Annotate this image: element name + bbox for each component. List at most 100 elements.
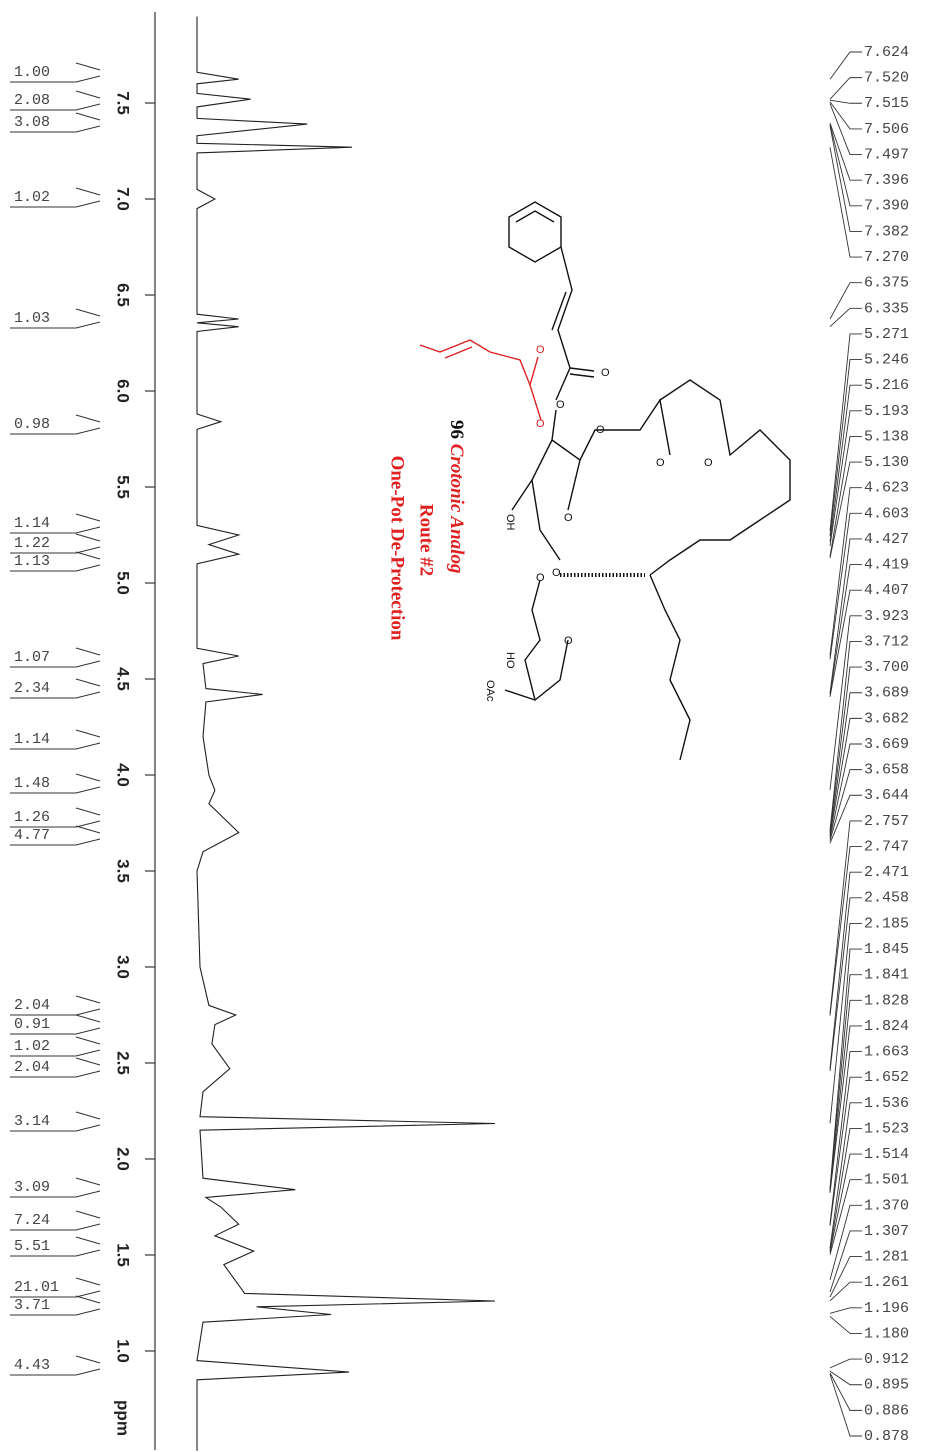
bond xyxy=(579,398,671,461)
ring-bond xyxy=(531,409,561,561)
peak-label: 5.246 xyxy=(864,352,909,369)
peak-leader xyxy=(829,692,862,835)
integral-bracket xyxy=(10,526,101,534)
integral-bracket xyxy=(75,729,101,738)
integral-label: 1.02 xyxy=(14,1038,50,1055)
integral-bracket xyxy=(75,62,101,71)
peak-label: 1.828 xyxy=(864,992,909,1009)
peak-label: 0.912 xyxy=(864,1351,909,1368)
integral-bracket xyxy=(10,1070,101,1078)
integral-label: 1.14 xyxy=(14,515,50,532)
integral-bracket xyxy=(75,1210,101,1219)
integral-label: 1.26 xyxy=(14,809,50,826)
integral-bracket xyxy=(75,678,101,687)
crotonate-bond xyxy=(529,356,539,386)
peak-label: 1.845 xyxy=(864,941,909,958)
x-tick-label: 3.5 xyxy=(114,859,133,883)
peak-leader xyxy=(829,333,862,532)
peak-leader xyxy=(829,410,862,547)
integral-bracket xyxy=(10,546,101,554)
peak-label: 1.652 xyxy=(864,1069,909,1086)
spectrum-trace xyxy=(196,16,496,1451)
peak-leader xyxy=(829,282,862,320)
x-tick-label: 7.5 xyxy=(114,91,133,115)
integral-bracket xyxy=(10,1049,101,1057)
peak-leader xyxy=(829,1316,862,1334)
atom-label: OAc xyxy=(484,680,496,702)
peak-label: 4.407 xyxy=(864,582,909,599)
peak-leader xyxy=(829,359,862,536)
integral-bracket xyxy=(75,1355,101,1364)
peak-leader xyxy=(829,564,862,695)
integral-label: 3.71 xyxy=(14,1297,50,1314)
peak-leader xyxy=(829,589,862,697)
x-tick-label: 7.0 xyxy=(114,187,133,211)
peak-label: 7.515 xyxy=(864,95,909,112)
integral-bracket xyxy=(75,533,101,542)
integral-label: 1.48 xyxy=(14,775,50,792)
x-tick-label: 5.5 xyxy=(114,475,133,499)
integral-label: 1.14 xyxy=(14,731,50,748)
peak-label: 1.824 xyxy=(864,1018,909,1035)
bond xyxy=(551,291,567,331)
compound-number: 96 xyxy=(446,420,467,439)
integral-label: 4.77 xyxy=(14,827,50,844)
atom-label: OH xyxy=(504,514,516,531)
peak-label: 5.193 xyxy=(864,403,909,420)
x-tick-label: 4.5 xyxy=(114,667,133,691)
annotation: 96 Crotonic Analog Route #2 One-Pot De-P… xyxy=(387,420,467,641)
atom-label: HO xyxy=(504,652,516,669)
integral-bracket xyxy=(10,742,101,750)
chain xyxy=(649,574,691,761)
x-tick-label: 3.0 xyxy=(114,955,133,979)
peak-label: 6.335 xyxy=(864,300,909,317)
integral-label: 2.08 xyxy=(14,92,50,109)
peak-label: 0.878 xyxy=(864,1428,909,1445)
integral-bracket xyxy=(75,1236,101,1245)
peak-label: 3.658 xyxy=(864,762,909,779)
integral-bracket xyxy=(75,308,101,317)
peak-leader xyxy=(829,1281,862,1302)
peak-label: 1.841 xyxy=(864,967,909,984)
integral-label: 0.98 xyxy=(14,416,50,433)
peak-label: 2.747 xyxy=(864,838,909,855)
peak-leader xyxy=(829,122,862,181)
peak-leader xyxy=(829,743,862,839)
x-tick-label: 1.5 xyxy=(114,1243,133,1267)
integral-bracket xyxy=(75,647,101,656)
peak-label: 2.458 xyxy=(864,890,909,907)
peak-leader xyxy=(829,384,862,542)
peak-leader xyxy=(829,1179,862,1255)
integral-label: 3.14 xyxy=(14,1113,50,1130)
structure xyxy=(419,201,791,761)
integral-bracket xyxy=(10,1223,101,1231)
peak-label: 3.923 xyxy=(864,608,909,625)
atom-label: O xyxy=(601,367,610,379)
integral-bracket xyxy=(75,1295,101,1304)
peak-leader xyxy=(829,538,862,694)
peak-leader xyxy=(829,487,862,656)
peak-leader xyxy=(829,820,862,1014)
peak-leader xyxy=(829,769,862,841)
integral-label: 1.03 xyxy=(14,310,50,327)
integral-bracket xyxy=(75,513,101,522)
integral-bracket xyxy=(75,995,101,1004)
integral-bracket xyxy=(75,551,101,560)
x-tick-label: 2.5 xyxy=(114,1051,133,1075)
integral-label: 3.08 xyxy=(14,114,50,131)
x-tick-label: 4.0 xyxy=(114,763,133,787)
integral-bracket xyxy=(10,1190,101,1198)
peak-label: 3.712 xyxy=(864,633,909,650)
peak-label: 3.644 xyxy=(864,787,909,804)
peak-leader xyxy=(829,1025,862,1193)
peak-label: 5.138 xyxy=(864,428,909,445)
x-tick-label: 5.0 xyxy=(114,571,133,595)
atom-label: O xyxy=(536,344,545,356)
peak-label: 3.700 xyxy=(864,659,909,676)
peak-label: 3.669 xyxy=(864,736,909,753)
integral-label: 21.01 xyxy=(14,1279,59,1296)
peak-label: 1.370 xyxy=(864,1197,909,1214)
integral-label: 3.09 xyxy=(14,1179,50,1196)
integral-bracket xyxy=(10,1249,101,1257)
peak-label: 1.180 xyxy=(864,1325,909,1342)
